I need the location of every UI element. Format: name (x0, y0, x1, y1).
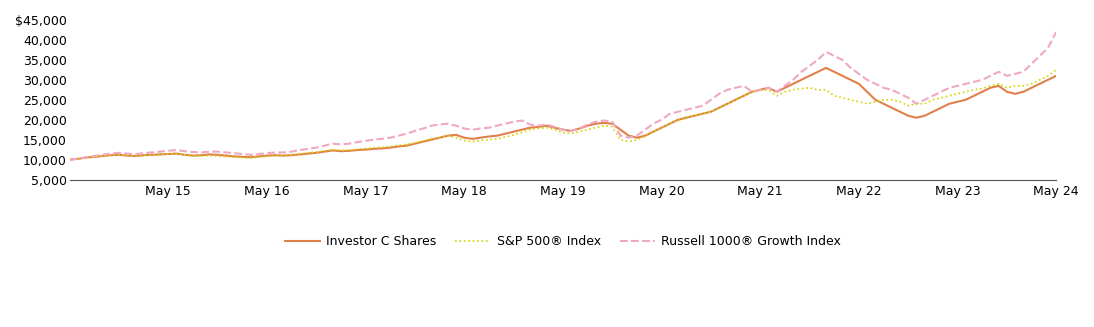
Investor C Shares (992, 84, 1005, 88)
S&P 500® Index (984, 84, 997, 88)
S&P 500® Index (293, 152, 306, 156)
Russell 1000® Growth Index (482, 126, 496, 130)
Russell 1000® Growth Index (679, 108, 693, 112)
S&P 500® Index (729, 98, 742, 102)
Line: Russell 1000® Growth Index: Russell 1000® Growth Index (70, 32, 1056, 160)
Investor C Shares (679, 116, 693, 120)
Investor C Shares (1049, 74, 1062, 78)
S&P 500® Index (63, 158, 77, 162)
Investor C Shares (293, 152, 306, 156)
S&P 500® Index (162, 152, 175, 156)
Line: S&P 500® Index: S&P 500® Index (70, 70, 1056, 160)
S&P 500® Index (482, 138, 496, 142)
Line: Investor C Shares: Investor C Shares (70, 68, 1056, 160)
Russell 1000® Growth Index (729, 86, 742, 90)
Investor C Shares (729, 98, 742, 102)
Investor C Shares (819, 66, 833, 70)
Investor C Shares (162, 152, 175, 156)
Russell 1000® Growth Index (293, 148, 306, 152)
Investor C Shares (63, 158, 77, 162)
S&P 500® Index (1049, 68, 1062, 72)
Russell 1000® Growth Index (63, 158, 77, 162)
S&P 500® Index (679, 116, 693, 120)
Russell 1000® Growth Index (984, 74, 997, 78)
Investor C Shares (482, 134, 496, 138)
Russell 1000® Growth Index (1049, 30, 1062, 34)
Legend: Investor C Shares, S&P 500® Index, Russell 1000® Growth Index: Investor C Shares, S&P 500® Index, Russe… (280, 231, 846, 253)
Russell 1000® Growth Index (162, 149, 175, 153)
